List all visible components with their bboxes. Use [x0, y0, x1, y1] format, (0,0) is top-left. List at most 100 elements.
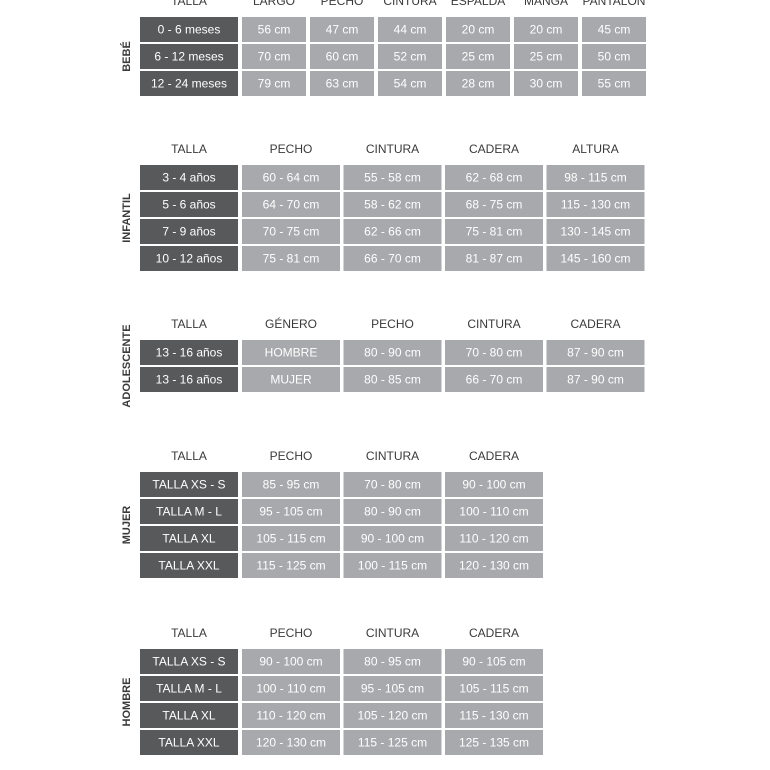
- column-header: TALLA: [171, 142, 207, 156]
- section-label: INFANTIL: [121, 193, 133, 243]
- size-cell: [140, 553, 238, 578]
- cell-text: 100 - 115 cm: [358, 559, 427, 573]
- cell-text: 62 - 66 cm: [364, 225, 421, 239]
- size-cell: [140, 340, 238, 365]
- measure-cell: [242, 219, 340, 244]
- cell-text: TALLA XS - S: [152, 478, 225, 492]
- cell-text: 70 - 80 cm: [466, 346, 523, 360]
- cell-text: 110 - 120 cm: [459, 532, 528, 546]
- cell-text: 60 - 64 cm: [263, 171, 320, 185]
- measure-cell: [242, 246, 340, 271]
- cell-text: 115 - 130 cm: [561, 198, 630, 212]
- cell-text: 45 cm: [598, 23, 631, 37]
- column-header: PECHO: [270, 142, 313, 156]
- measure-cell: [343, 246, 442, 271]
- measure-cell: [242, 472, 340, 497]
- size-cell: [140, 44, 238, 69]
- cell-text: 55 cm: [598, 77, 631, 91]
- size-cell: [140, 472, 238, 497]
- measure-cell: [514, 17, 578, 42]
- cell-text: 44 cm: [394, 23, 427, 37]
- cell-text: 100 - 110 cm: [459, 505, 528, 519]
- measure-cell: [582, 17, 646, 42]
- cell-text: 52 cm: [394, 50, 427, 64]
- column-header: GÉNERO: [265, 316, 317, 331]
- measure-cell: [310, 44, 374, 69]
- measure-cell: [310, 17, 374, 42]
- cell-text: 80 - 95 cm: [364, 655, 421, 669]
- measure-cell: [445, 553, 543, 578]
- measure-cell: [445, 499, 543, 524]
- measure-cell: [242, 730, 340, 755]
- size-cell: [140, 192, 238, 217]
- cell-text: 70 cm: [258, 50, 291, 64]
- cell-text: 30 cm: [530, 77, 563, 91]
- cell-text: TALLA XL: [162, 709, 215, 723]
- cell-text: TALLA XL: [162, 532, 215, 546]
- size-cell: [140, 649, 238, 674]
- column-header: ALTURA: [572, 142, 618, 156]
- cell-text: 70 - 75 cm: [263, 225, 320, 239]
- column-header: TALLA: [171, 317, 207, 331]
- cell-text: 6 - 12 meses: [154, 50, 223, 64]
- cell-text: 130 - 145 cm: [560, 225, 630, 239]
- size-cell: [140, 246, 238, 271]
- cell-text: 87 - 90 cm: [567, 373, 624, 387]
- measure-cell: [343, 553, 442, 578]
- cell-text: 3 - 4 años: [162, 171, 215, 185]
- cell-text: 75 - 81 cm: [466, 225, 523, 239]
- size-cell: [140, 730, 238, 755]
- column-header: TALLA: [171, 0, 207, 8]
- column-header: CINTURA: [366, 449, 419, 463]
- column-header: PECHO: [321, 0, 364, 8]
- measure-cell: [242, 676, 340, 701]
- measure-cell: [378, 17, 442, 42]
- section-label: MUJER: [121, 506, 133, 545]
- size-cell: [140, 367, 238, 392]
- column-header: TALLA: [171, 449, 207, 463]
- measure-cell: [343, 472, 442, 497]
- cell-text: 64 - 70 cm: [263, 198, 320, 212]
- column-header: CINTURA: [366, 142, 419, 156]
- cell-text: 80 - 90 cm: [364, 505, 421, 519]
- cell-text: 100 - 110 cm: [256, 682, 325, 696]
- cell-text: 50 cm: [598, 50, 631, 64]
- cell-text: 66 - 70 cm: [364, 252, 421, 266]
- measure-cell: [343, 192, 442, 217]
- cell-text: 0 - 6 meses: [158, 23, 221, 37]
- cell-text: 90 - 100 cm: [361, 532, 424, 546]
- cell-text: 58 - 62 cm: [364, 198, 421, 212]
- measure-cell: [514, 44, 578, 69]
- measure-cell: [310, 71, 374, 96]
- measure-cell: [445, 703, 543, 728]
- cell-text: 145 - 160 cm: [560, 252, 630, 266]
- column-header: CINTURA: [467, 317, 520, 331]
- measure-cell: [242, 192, 340, 217]
- measure-cell: [378, 71, 442, 96]
- cell-text: 90 - 105 cm: [462, 655, 525, 669]
- section-label: ADOLESCENTE: [121, 324, 133, 407]
- column-header: ESPALDA: [451, 0, 505, 8]
- measure-cell: [445, 219, 543, 244]
- size-cell: [140, 165, 238, 190]
- measure-cell: [445, 192, 543, 217]
- column-header: PECHO: [371, 317, 414, 331]
- cell-text: TALLA XS - S: [152, 655, 225, 669]
- cell-text: 7 - 9 años: [162, 225, 215, 239]
- cell-text: 90 - 100 cm: [259, 655, 322, 669]
- cell-text: 125 - 135 cm: [459, 736, 529, 750]
- measure-cell: [445, 340, 543, 365]
- column-header: TALLA: [171, 626, 207, 640]
- cell-text: 63 cm: [326, 77, 359, 91]
- measure-cell: [582, 44, 646, 69]
- measure-cell: [546, 192, 645, 217]
- size-cell: [140, 703, 238, 728]
- cell-text: 80 - 90 cm: [364, 346, 421, 360]
- cell-text: 110 - 120 cm: [256, 709, 325, 723]
- measure-cell: [242, 71, 306, 96]
- measure-cell: [445, 367, 543, 392]
- measure-cell: [242, 526, 340, 551]
- measure-cell: [546, 165, 645, 190]
- size-cell: [140, 71, 238, 96]
